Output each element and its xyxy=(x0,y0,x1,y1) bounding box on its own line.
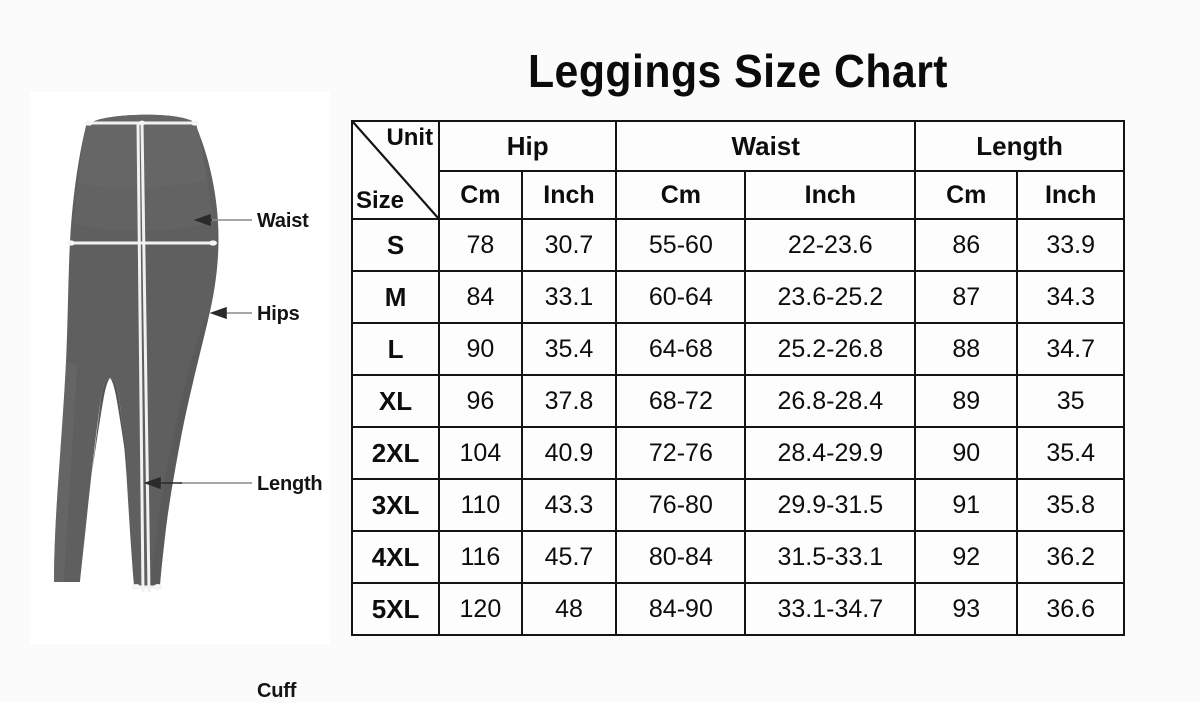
cell-hip-cm: 110 xyxy=(438,478,523,532)
cell-hip-inch: 33.1 xyxy=(520,270,618,324)
cell-hip-cm: 104 xyxy=(438,426,523,480)
table-head: Unit Size Hip Waist Length Cm Inch Cm In… xyxy=(350,120,1125,220)
cell-hip-inch: 48 xyxy=(520,582,618,636)
cell-length-cm: 88 xyxy=(914,322,1019,376)
unit-header-hip-inch: Inch xyxy=(520,170,618,220)
cell-waist-cm: 72-76 xyxy=(615,426,747,480)
unit-header-waist-inch: Inch xyxy=(744,170,917,220)
cell-length-cm: 92 xyxy=(914,530,1019,584)
cell-hip-inch: 40.9 xyxy=(520,426,618,480)
cell-waist-inch: 26.8-28.4 xyxy=(744,374,917,428)
leggings-illustration-panel: Waist Hips Length Cuff xyxy=(30,92,330,702)
cell-waist-cm: 76-80 xyxy=(615,478,747,532)
size-chart-table: Unit Size Hip Waist Length Cm Inch Cm In… xyxy=(350,120,1125,636)
callout-leaders xyxy=(143,213,252,490)
cell-length-inch: 33.9 xyxy=(1016,218,1125,272)
cell-waist-inch: 28.4-29.9 xyxy=(744,426,917,480)
cell-length-cm: 93 xyxy=(914,582,1019,636)
callout-label-cuff: Cuff xyxy=(257,680,297,702)
cell-hip-cm: 84 xyxy=(438,270,523,324)
cell-size: L xyxy=(350,322,441,376)
unit-header-length-inch: Inch xyxy=(1016,170,1125,220)
cell-size: XL xyxy=(350,374,441,428)
cell-length-cm: 90 xyxy=(914,426,1019,480)
cell-hip-inch: 45.7 xyxy=(520,530,618,584)
table-row: M 84 33.1 60-64 23.6-25.2 87 34.3 xyxy=(350,270,1125,324)
cell-size: 4XL xyxy=(350,530,441,584)
cell-length-inch: 36.2 xyxy=(1016,530,1125,584)
cell-waist-cm: 68-72 xyxy=(615,374,747,428)
cell-waist-inch: 25.2-26.8 xyxy=(744,322,917,376)
cell-size: M xyxy=(350,270,441,324)
callout-label-waist: Waist xyxy=(257,210,309,232)
unit-header-hip-cm: Cm xyxy=(438,170,523,220)
cell-length-inch: 35.8 xyxy=(1016,478,1125,532)
size-chart-table-container: Unit Size Hip Waist Length Cm Inch Cm In… xyxy=(350,120,1125,636)
diagonal-divider-icon xyxy=(353,122,438,218)
cell-waist-inch: 29.9-31.5 xyxy=(744,478,917,532)
group-header-hip: Hip xyxy=(438,120,618,172)
cell-size: S xyxy=(350,218,441,272)
page-title: Leggings Size Chart xyxy=(527,45,949,97)
table-row: L 90 35.4 64-68 25.2-26.8 88 34.7 xyxy=(350,322,1125,376)
cell-waist-cm: 55-60 xyxy=(615,218,747,272)
cell-length-cm: 91 xyxy=(914,478,1019,532)
group-header-length: Length xyxy=(914,120,1125,172)
cell-length-inch: 36.6 xyxy=(1016,582,1125,636)
cell-size: 5XL xyxy=(350,582,441,636)
cell-hip-cm: 96 xyxy=(438,374,523,428)
cell-hip-inch: 35.4 xyxy=(520,322,618,376)
measurement-endcaps xyxy=(67,120,217,590)
cell-hip-cm: 90 xyxy=(438,322,523,376)
cell-length-cm: 89 xyxy=(914,374,1019,428)
cell-waist-inch: 31.5-33.1 xyxy=(744,530,917,584)
cell-hip-inch: 43.3 xyxy=(520,478,618,532)
unit-header-waist-cm: Cm xyxy=(615,170,747,220)
cell-length-inch: 34.7 xyxy=(1016,322,1125,376)
size-chart-page: Waist Hips Length Cuff Leggings Size Cha… xyxy=(30,45,1125,702)
header-row-units: Cm Inch Cm Inch Cm Inch xyxy=(352,170,1125,220)
cell-hip-inch: 30.7 xyxy=(520,218,618,272)
table-row: 2XL 104 40.9 72-76 28.4-29.9 90 35.4 xyxy=(350,426,1125,480)
table-row: S 78 30.7 55-60 22-23.6 86 33.9 xyxy=(350,218,1125,272)
cell-size: 3XL xyxy=(350,478,441,532)
corner-unit-label: Unit xyxy=(386,124,434,151)
header-row-groups: Unit Size Hip Waist Length xyxy=(350,120,1125,220)
cell-waist-cm: 84-90 xyxy=(615,582,747,636)
cell-hip-inch: 37.8 xyxy=(520,374,618,428)
cell-hip-cm: 78 xyxy=(438,218,523,272)
table-row: 5XL 120 48 84-90 33.1-34.7 93 36.6 xyxy=(350,582,1125,636)
leggings-diagram-svg xyxy=(30,92,330,644)
callout-label-hips: Hips xyxy=(257,303,300,325)
cell-waist-inch: 22-23.6 xyxy=(744,218,917,272)
callout-label-length: Length xyxy=(257,473,323,495)
cell-waist-cm: 60-64 xyxy=(615,270,747,324)
cell-waist-cm: 80-84 xyxy=(615,530,747,584)
table-body: S 78 30.7 55-60 22-23.6 86 33.9 M 84 33.… xyxy=(350,218,1125,636)
group-header-waist: Waist xyxy=(615,120,917,172)
cell-waist-inch: 23.6-25.2 xyxy=(744,270,917,324)
cell-hip-cm: 116 xyxy=(438,530,523,584)
cell-length-inch: 35.4 xyxy=(1016,426,1125,480)
corner-unit-size-cell: Unit Size xyxy=(350,120,441,220)
corner-size-label: Size xyxy=(356,187,405,214)
table-row: 4XL 116 45.7 80-84 31.5-33.1 92 36.2 xyxy=(350,530,1125,584)
cell-size: 2XL xyxy=(350,426,441,480)
cell-length-inch: 35 xyxy=(1016,374,1125,428)
cell-length-cm: 87 xyxy=(914,270,1019,324)
unit-header-length-cm: Cm xyxy=(914,170,1019,220)
cell-length-inch: 34.3 xyxy=(1016,270,1125,324)
cell-waist-cm: 64-68 xyxy=(615,322,747,376)
cell-waist-inch: 33.1-34.7 xyxy=(744,582,917,636)
cell-length-cm: 86 xyxy=(914,218,1019,272)
table-row: XL 96 37.8 68-72 26.8-28.4 89 35 xyxy=(350,374,1125,428)
table-row: 3XL 110 43.3 76-80 29.9-31.5 91 35.8 xyxy=(350,478,1125,532)
cell-hip-cm: 120 xyxy=(438,582,523,636)
